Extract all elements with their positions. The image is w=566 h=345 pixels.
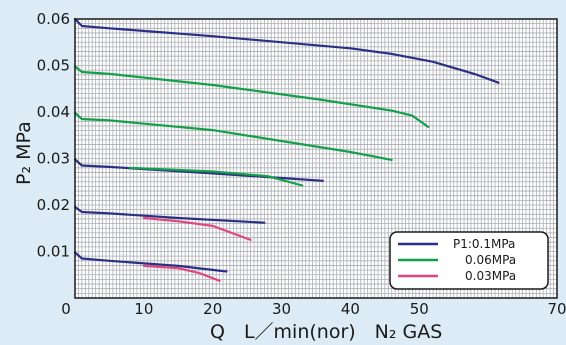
y-tick-label: 0.05 [37,57,70,75]
legend-label-3: 0.03MPa [465,269,516,283]
series-line-1-curve-4 [73,251,228,273]
y-axis-label: P₂ MPa [13,121,35,185]
series-line-1-curve-3 [73,205,266,224]
legend: P1:0.1MPa 0.06MPa 0.03MPa [389,231,549,290]
x-tick-label: 30 [272,300,291,318]
x-tick-label: 50 [410,300,429,318]
plot-frame [74,18,558,299]
y-tick-label: 0.02 [37,196,70,214]
x-tick-label: 20 [203,300,222,318]
y-tick-label: 0.01 [37,243,70,261]
series-line-3-curve-2 [142,264,221,282]
y-tick-label: 0.04 [37,103,70,121]
series-line-1-curve-1 [73,17,500,84]
series-line-2-curve-1 [73,65,430,128]
y-tick-label: 0.03 [37,150,70,168]
curves [73,17,500,282]
legend-label-1: P1:0.1MPa [453,237,515,251]
y-tick-label: 0.06 [37,10,70,28]
tick-labels: 0 10 20 30 40 50 70 0.01 0.02 0.03 0.04 0.05 0.06 [37,10,566,318]
x-tick-label: 40 [341,300,360,318]
x-tick-label: 70 [547,300,566,318]
x-tick-label: 0 [61,300,71,318]
series-line-2-curve-3 [129,166,304,187]
series-line-3-curve-1 [142,216,252,241]
series-line-2-curve-2 [73,111,393,161]
legend-label-2: 0.06MPa [465,253,516,267]
x-axis-label: Q L／min(nor) N₂ GAS [210,321,442,343]
x-tick-label: 10 [134,300,153,318]
